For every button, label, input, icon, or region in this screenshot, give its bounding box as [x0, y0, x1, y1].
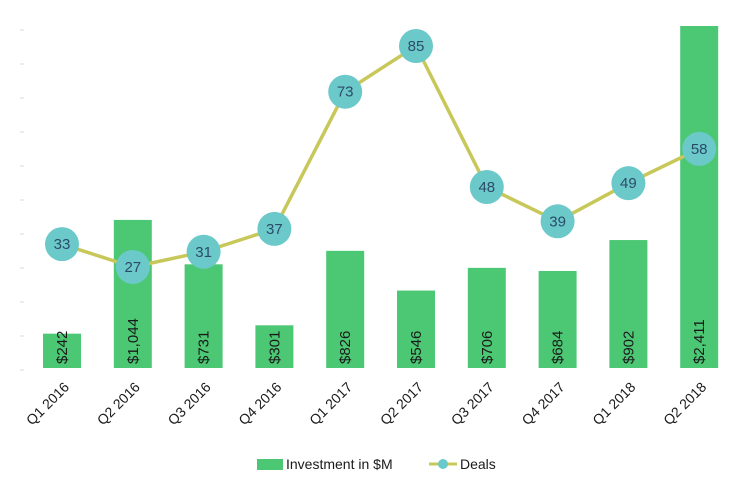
x-axis-tick-labels: Q1 2016 Q2 2016 Q3 2016 Q4 2016 Q1 2017 Q2 20… — [23, 379, 710, 428]
investment-bar — [326, 250, 365, 368]
x-tick-label: Q1 2018 — [589, 379, 638, 428]
deals-point — [540, 204, 575, 239]
investment-bar — [538, 270, 577, 368]
deals-point — [682, 131, 717, 166]
deals-point — [328, 74, 363, 109]
investment-bar — [43, 333, 81, 368]
investment-bar-labels: $242 $1,044 $731 $301 $826 $546 $706 $684 $902 $2… — [54, 318, 708, 364]
deals-point-label: 85 — [408, 38, 425, 55]
investment-bar — [184, 264, 223, 368]
x-tick-label: Q2 2016 — [94, 379, 143, 428]
investment-bar-label: $731 — [196, 331, 213, 364]
investment-bar-label: $684 — [550, 331, 567, 364]
deals-point-label: 48 — [478, 179, 495, 196]
deals-line — [61, 44, 700, 269]
deals-point-label: 58 — [691, 141, 708, 158]
investment-bar-label: $706 — [479, 331, 496, 364]
deals-point-label: 37 — [266, 221, 283, 238]
investment-bar — [397, 290, 435, 368]
y-axis-tick-marks — [20, 29, 24, 371]
deals-markers: 33 27 31 37 73 85 48 39 49 58 — [45, 29, 717, 284]
legend-label-deals: Deals — [460, 456, 496, 472]
deals-point — [257, 211, 292, 246]
legend: Investment in $M Deals — [257, 456, 496, 472]
deals-point-label: 31 — [195, 244, 212, 261]
deals-point-label: 27 — [124, 259, 141, 276]
deals-point — [611, 166, 646, 201]
investment-bar-label: $826 — [337, 331, 354, 364]
investment-bar — [680, 26, 719, 368]
deals-point — [186, 234, 221, 269]
investment-bar — [255, 325, 294, 368]
investment-bar-label: $242 — [54, 331, 71, 364]
legend-swatch-investment — [257, 459, 283, 470]
legend-label-investment: Investment in $M — [286, 456, 393, 472]
deals-point-label: 39 — [549, 213, 566, 230]
investment-bar-label: $902 — [620, 331, 637, 364]
x-tick-label: Q1 2017 — [306, 379, 355, 428]
investment-bars — [43, 26, 719, 368]
investment-bar — [609, 240, 648, 368]
deals-point — [399, 29, 433, 63]
x-tick-label: Q1 2016 — [23, 379, 72, 428]
investment-bar-label: $546 — [408, 331, 425, 364]
deals-point-label: 73 — [337, 84, 354, 101]
deals-series-line — [61, 44, 700, 269]
x-tick-label: Q3 2017 — [448, 379, 497, 428]
deals-point — [469, 169, 504, 204]
x-tick-label: Q4 2017 — [518, 379, 567, 428]
deals-point-label: 49 — [620, 175, 637, 192]
investment-bar-label: $301 — [266, 331, 283, 364]
investment-bar — [113, 219, 152, 368]
legend-swatch-deals-marker — [438, 459, 448, 469]
x-tick-label: Q2 2018 — [660, 379, 709, 428]
x-tick-label: Q4 2016 — [235, 379, 284, 428]
deals-point-label: 33 — [54, 236, 71, 253]
x-tick-label: Q2 2017 — [377, 379, 426, 428]
x-tick-label: Q3 2016 — [164, 379, 213, 428]
investment-bar — [467, 267, 506, 368]
deals-point — [115, 250, 150, 284]
investment-bar-label: $2,411 — [691, 319, 708, 364]
deals-point — [45, 227, 79, 262]
investment-bar-label: $1,044 — [125, 318, 142, 364]
